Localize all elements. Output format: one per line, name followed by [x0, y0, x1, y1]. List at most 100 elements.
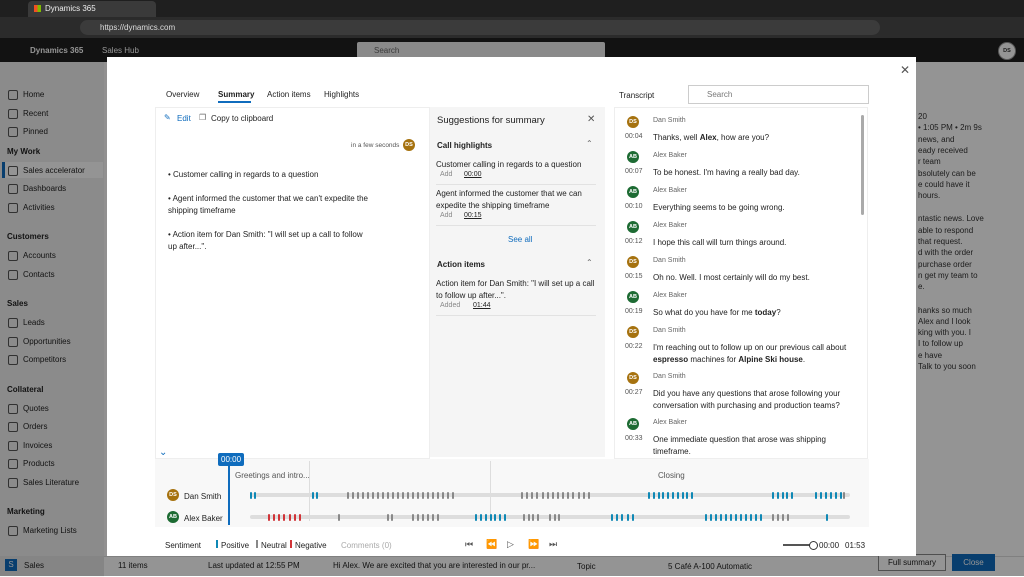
sentiment-segment — [273, 514, 276, 521]
record-text: news, and — [918, 134, 955, 144]
player-control[interactable]: ⏮ — [465, 539, 474, 549]
nav-item[interactable]: Contacts — [23, 269, 55, 279]
nav-section-heading: My Work — [7, 146, 41, 156]
tab-title: Dynamics 365 — [45, 4, 96, 13]
suggestions-close[interactable]: ✕ — [587, 114, 596, 125]
sentiment-segment — [417, 514, 419, 521]
nav-item[interactable]: Leads — [23, 318, 45, 327]
search-placeholder: Search — [374, 46, 400, 55]
nav-item[interactable]: Recent — [23, 108, 49, 118]
suggestion-time[interactable]: 00:15 — [464, 212, 482, 219]
nav-item[interactable]: Competitors — [23, 355, 67, 364]
sentiment-segment — [316, 492, 318, 499]
suggestion-time[interactable]: 01:44 — [473, 302, 491, 309]
nav-icon — [8, 108, 18, 119]
address-bar[interactable] — [80, 20, 880, 35]
copy-button[interactable]: Copy to clipboard — [211, 114, 274, 123]
tab[interactable]: Overview — [166, 90, 200, 99]
transcript-search-placeholder: Search — [707, 90, 733, 99]
sentiment-segment — [840, 492, 842, 499]
phase-label: Greetings and intro... — [235, 471, 310, 480]
divider — [436, 225, 596, 226]
record-text: that request. — [918, 237, 963, 246]
nav-item[interactable]: Products — [23, 459, 55, 468]
suggestion-action[interactable]: Add — [440, 171, 453, 178]
nav-item[interactable]: Sales Literature — [23, 477, 80, 487]
message-run: . — [802, 355, 806, 364]
suggestion-time[interactable]: 00:00 — [464, 171, 482, 178]
transcript-search[interactable] — [688, 85, 869, 104]
record-text: e have — [918, 350, 943, 360]
message: I'm reaching out to follow up on our pre… — [653, 342, 853, 366]
speaker-avatar: AB — [627, 418, 639, 430]
nav-item[interactable]: Pinned — [23, 127, 48, 136]
nav-section-heading: Marketing — [7, 507, 45, 516]
timestamp: 00:10 — [625, 203, 643, 210]
nav-item[interactable]: Sales accelerator — [23, 165, 85, 175]
list-count: 11 items — [118, 561, 148, 570]
url: https://dynamics.com — [100, 23, 176, 32]
sentiment-segment — [442, 492, 444, 499]
nav-item[interactable]: Home — [23, 90, 45, 99]
message: One immediate question that arose was sh… — [653, 434, 853, 458]
author-avatar: DS — [403, 139, 415, 151]
area-switcher[interactable] — [0, 556, 104, 576]
suggestion-action[interactable]: Add — [440, 212, 453, 219]
browser-tab[interactable] — [28, 1, 156, 17]
nav-item[interactable]: Marketing Lists — [23, 526, 77, 535]
speaker-name: Alex Baker — [653, 292, 687, 299]
timestamp: 00:15 — [625, 273, 643, 280]
message: Everything seems to be going wrong. — [653, 202, 853, 214]
nav-item[interactable]: Accounts — [23, 251, 56, 260]
close-button[interactable]: Close — [952, 554, 995, 571]
suggestion-action[interactable]: Added — [440, 302, 461, 309]
sentiment-segment — [572, 492, 575, 499]
player-control[interactable]: ⏪ — [486, 539, 498, 549]
sentiment-segment — [347, 492, 349, 499]
nav-item[interactable]: Dashboards — [23, 184, 67, 193]
global-search[interactable] — [357, 42, 605, 58]
speaker-avatar: DS — [627, 256, 639, 268]
record-text: Talk to you soon — [918, 362, 976, 371]
sentiment-segment — [437, 514, 439, 521]
nav-item[interactable]: Quotes — [23, 403, 49, 413]
nav-item[interactable]: Invoices — [23, 440, 53, 450]
record-text: n get my team to — [918, 270, 978, 280]
tab[interactable]: Action items — [267, 90, 311, 99]
background-record: 20 • 1:05 PM • 2m 9s news, and eady receive… — [916, 62, 1024, 556]
edit-button[interactable]: Edit — [177, 114, 191, 123]
transcript-list: DS 00:04 Dan Smith Thanks, well Alex, how a… — [614, 107, 868, 459]
nav-item[interactable]: Orders — [23, 422, 48, 431]
player-control[interactable]: ⏭ — [549, 539, 558, 549]
playhead-label: 00:00 — [218, 453, 245, 466]
sentiment-segment — [772, 514, 774, 521]
collapse-toggle[interactable]: ⌄ — [159, 447, 168, 458]
tab[interactable]: Summary — [218, 90, 255, 99]
sentiment-segment — [676, 492, 679, 499]
close-icon[interactable]: ✕ — [900, 63, 911, 77]
sentiment-segment — [657, 492, 660, 499]
sentiment-segment — [367, 492, 369, 499]
sentiment-segment — [527, 514, 530, 521]
message-run: machines for — [688, 355, 739, 364]
user-avatar[interactable]: DS — [998, 42, 1016, 60]
area-initial: S — [5, 559, 17, 571]
player-control[interactable]: ⏩ — [528, 539, 540, 549]
suggestion-text: Agent informed the customer that we can … — [436, 189, 582, 210]
email-preview: Hi Alex. We are excited that you are int… — [333, 561, 536, 570]
nav-icon — [8, 127, 18, 137]
sentiment-segment — [611, 514, 613, 521]
sentiment-segment — [616, 514, 619, 521]
comments-toggle[interactable]: Comments (0) — [341, 541, 392, 550]
sentiment-segment — [825, 492, 827, 499]
message: Thanks, well Alex, how are you? — [653, 132, 853, 144]
record-text: bsolutely can be — [918, 168, 976, 178]
app-name[interactable]: Dynamics 365 — [30, 46, 84, 55]
tab[interactable]: Highlights — [324, 90, 360, 99]
nav-item[interactable]: Activities — [23, 202, 55, 212]
player-control[interactable]: ▷ — [507, 539, 514, 549]
sentiment-segment — [541, 492, 544, 499]
see-all-link[interactable]: See all — [508, 235, 533, 244]
nav-item[interactable]: Opportunities — [23, 336, 71, 346]
volume-knob — [809, 541, 818, 550]
